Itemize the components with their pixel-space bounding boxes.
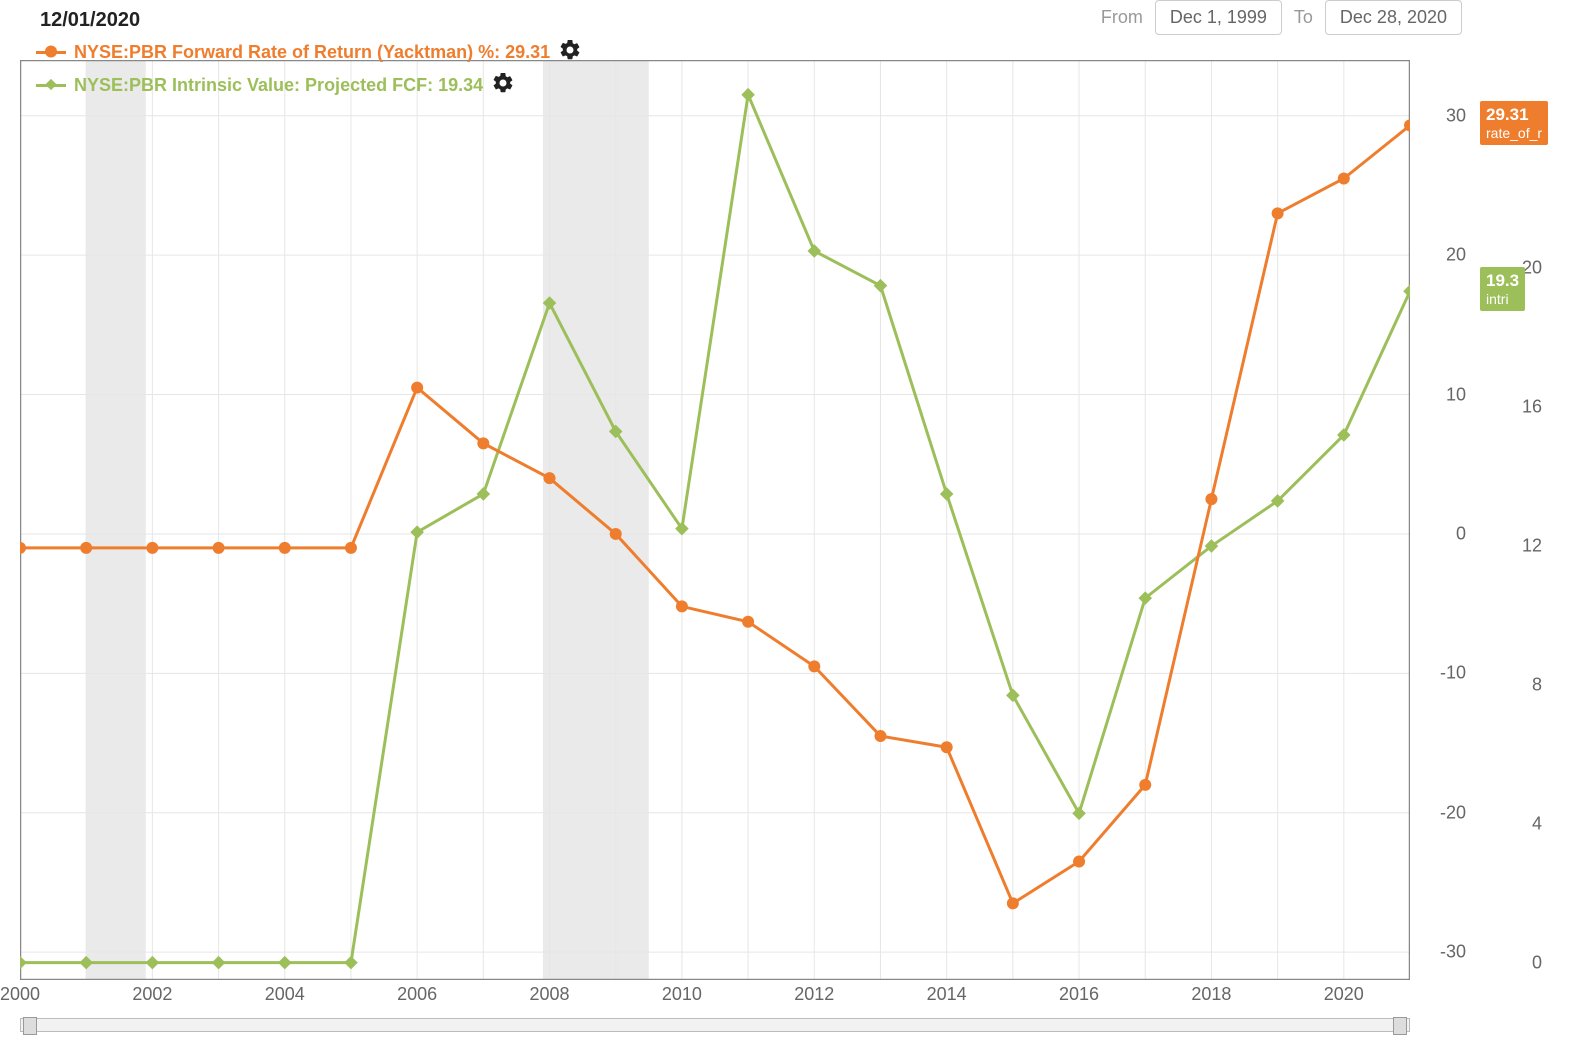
current-date-label: 12/01/2020: [40, 9, 140, 32]
legend-item-series2[interactable]: NYSE:PBR Intrinsic Value: Projected FCF:…: [36, 71, 582, 100]
legend-label-series2: NYSE:PBR Intrinsic Value: Projected FCF:…: [74, 75, 483, 96]
to-date-input[interactable]: Dec 28, 2020: [1325, 0, 1462, 35]
legend-item-series1[interactable]: NYSE:PBR Forward Rate of Return (Yacktma…: [36, 38, 582, 67]
badge-sub: rate_of_r: [1486, 125, 1542, 141]
slider-handle-left[interactable]: [23, 1017, 37, 1035]
y-axis-right: 04812162024: [1490, 60, 1550, 980]
chart-svg: [20, 60, 1410, 980]
slider-handle-right[interactable]: [1393, 1017, 1407, 1035]
legend-label-series1: NYSE:PBR Forward Rate of Return (Yacktma…: [74, 42, 550, 63]
time-slider[interactable]: [20, 1018, 1410, 1032]
from-date-input[interactable]: Dec 1, 1999: [1155, 0, 1282, 35]
circle-marker-icon: [44, 42, 58, 63]
top-bar: 12/01/2020 From Dec 1, 1999 To Dec 28, 2…: [0, 0, 1572, 40]
legend-swatch-series2: [36, 84, 66, 87]
gear-icon[interactable]: [491, 71, 515, 100]
date-range-control: From Dec 1, 1999 To Dec 28, 2020: [1101, 0, 1462, 35]
y-axis-left: -30-20-100102030: [1414, 60, 1474, 980]
to-label: To: [1294, 7, 1313, 28]
legend: NYSE:PBR Forward Rate of Return (Yacktma…: [36, 38, 582, 104]
badge-value: 29.31: [1486, 105, 1529, 124]
legend-swatch-series1: [36, 51, 66, 54]
gear-icon[interactable]: [558, 38, 582, 67]
chart-container: 12/01/2020 From Dec 1, 1999 To Dec 28, 2…: [0, 0, 1572, 1044]
x-axis: 2000200220042006200820102012201420162018…: [20, 984, 1410, 1014]
badge-sub: intri: [1486, 291, 1519, 307]
badge-value: 19.3: [1486, 271, 1519, 290]
value-badge-series1: 29.31 rate_of_r: [1480, 101, 1548, 145]
from-label: From: [1101, 7, 1143, 28]
plot-area[interactable]: [20, 60, 1410, 980]
diamond-marker-icon: [44, 75, 58, 96]
value-badge-series2: 19.3 intri: [1480, 267, 1525, 311]
